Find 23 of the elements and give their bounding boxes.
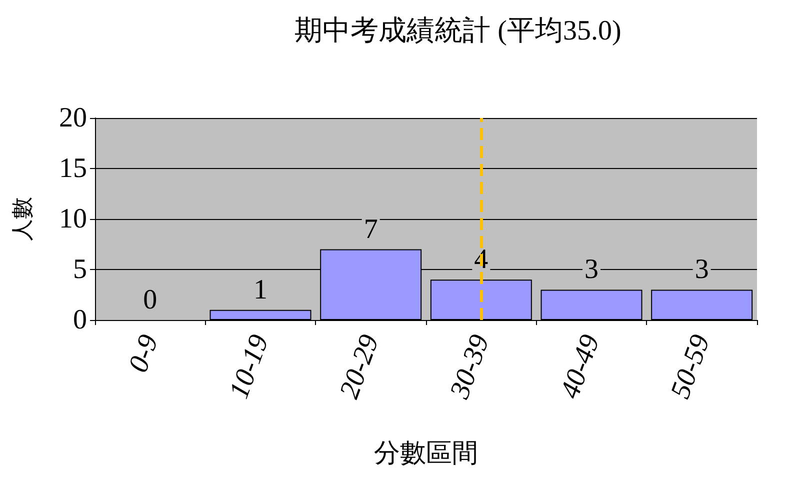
x-axis-title: 分數區間: [374, 438, 478, 468]
y-axis-title: 人數: [10, 197, 34, 241]
x-tick-label: 10-19: [224, 330, 276, 403]
y-tick-label: 20: [59, 102, 87, 134]
data-label: 0: [143, 284, 158, 316]
y-tick-label: 15: [59, 153, 87, 184]
x-tick-label: 0-9: [122, 330, 165, 376]
bar: [430, 280, 532, 320]
x-tick-label: 30-39: [444, 330, 496, 404]
data-label: 3: [584, 254, 598, 286]
chart-title: 期中考成績統計 (平均35.0): [294, 16, 622, 46]
bar: [210, 310, 312, 320]
x-tick-label: 40-49: [554, 330, 606, 403]
bar: [651, 290, 753, 320]
x-tick-label: 50-59: [664, 330, 716, 403]
y-tick-label: 0: [73, 304, 87, 336]
bar: [540, 290, 642, 320]
x-tick-label: 20-29: [334, 330, 386, 403]
y-tick-label: 5: [73, 254, 87, 285]
y-tick-label: 10: [59, 204, 87, 234]
data-label: 7: [364, 214, 378, 245]
data-label: 1: [254, 274, 268, 306]
data-label: 3: [694, 254, 709, 286]
